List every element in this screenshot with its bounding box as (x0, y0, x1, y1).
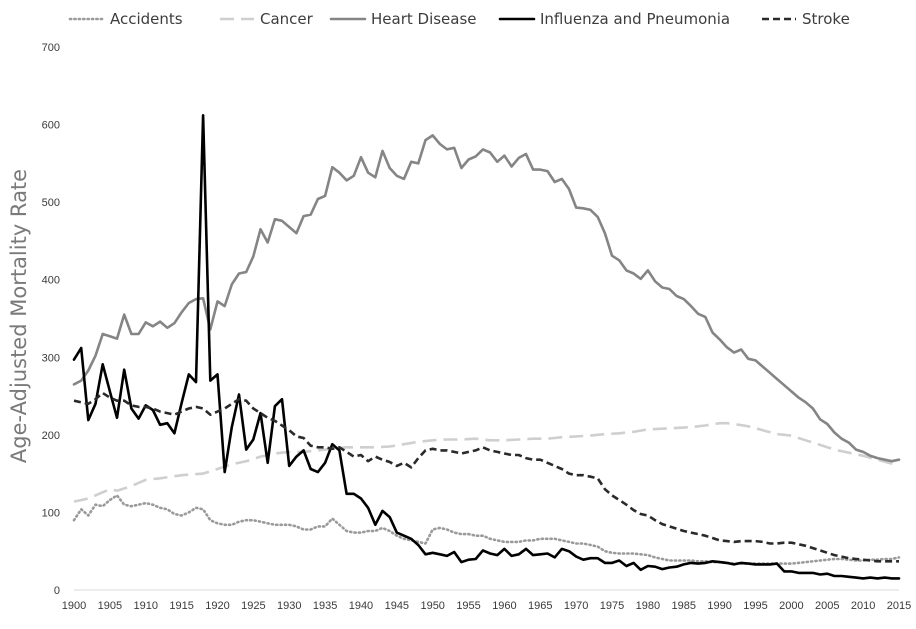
y-tick-label: 300 (42, 352, 60, 364)
x-tick-label: 1945 (385, 600, 409, 612)
x-tick-label: 1910 (133, 600, 157, 612)
x-axis: 1900 1905 1910 1915 1920 1925 1930 1935 1940 1945… (62, 600, 911, 612)
series-line-accidents (72, 494, 901, 565)
legend-label-heart-disease: Heart Disease (371, 10, 477, 28)
x-tick-label: 1965 (528, 600, 552, 612)
y-tick-label: 100 (42, 507, 60, 519)
legend-label-stroke: Stroke (802, 10, 850, 28)
series-group (72, 114, 901, 580)
x-tick-label: 1980 (636, 600, 660, 612)
x-tick-label: 1900 (62, 600, 86, 612)
y-axis-title: Age-Adjusted Mortality Rate (7, 169, 31, 463)
x-tick-label: 2010 (851, 600, 875, 612)
series-line-influenza-and-pneumonia (72, 114, 901, 580)
legend: Accidents Cancer Heart Disease Influenza an… (68, 10, 850, 28)
x-tick-label: 1925 (241, 600, 265, 612)
x-tick-label: 2005 (815, 600, 839, 612)
legend-label-cancer: Cancer (260, 10, 314, 28)
y-tick-label: 0 (54, 585, 60, 597)
series-line-stroke (73, 391, 899, 563)
legend-label-accidents: Accidents (110, 10, 183, 28)
x-tick-label: 1915 (169, 600, 193, 612)
series-line-heart-disease (72, 134, 901, 463)
x-tick-label: 1940 (349, 600, 373, 612)
series-line-cancer (73, 421, 900, 503)
y-tick-label: 700 (42, 42, 60, 54)
y-tick-label: 400 (42, 275, 60, 287)
y-tick-label: 600 (42, 120, 60, 132)
x-tick-label: 1995 (743, 600, 767, 612)
x-tick-label: 1970 (564, 600, 588, 612)
x-tick-label: 1985 (672, 600, 696, 612)
y-tick-label: 500 (42, 197, 60, 209)
x-tick-label: 1920 (205, 600, 229, 612)
y-tick-label: 200 (42, 430, 60, 442)
x-tick-label: 1975 (600, 600, 624, 612)
x-tick-label: 2000 (779, 600, 803, 612)
x-tick-label: 1955 (456, 600, 480, 612)
legend-label-influenza-and-pneumonia: Influenza and Pneumonia (540, 10, 730, 28)
y-axis: 0 100 200 300 400 500 600 700 (42, 42, 60, 597)
x-tick-label: 1960 (492, 600, 516, 612)
x-tick-label: 1905 (98, 600, 122, 612)
x-tick-label: 1935 (313, 600, 337, 612)
x-tick-label: 1950 (420, 600, 444, 612)
x-tick-label: 1990 (707, 600, 731, 612)
x-tick-label: 2015 (887, 600, 911, 612)
x-tick-label: 1930 (277, 600, 301, 612)
